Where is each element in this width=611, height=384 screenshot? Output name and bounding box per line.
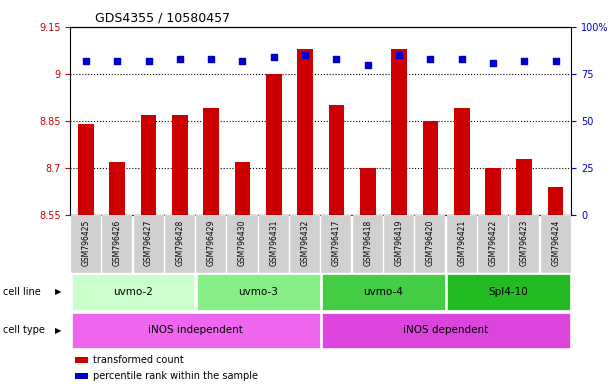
Text: uvmo-4: uvmo-4 <box>364 287 403 297</box>
Bar <box>447 274 570 310</box>
Bar <box>298 49 313 215</box>
Point <box>175 56 185 62</box>
Bar <box>384 215 414 273</box>
Text: cell type: cell type <box>3 325 45 335</box>
Text: GSM796430: GSM796430 <box>238 219 247 266</box>
Point <box>363 61 373 68</box>
Point <box>457 56 467 62</box>
Bar <box>423 121 438 215</box>
Text: Spl4-10: Spl4-10 <box>489 287 529 297</box>
Text: GDS4355 / 10580457: GDS4355 / 10580457 <box>95 12 230 25</box>
Bar <box>322 274 445 310</box>
Point <box>207 56 216 62</box>
Bar <box>71 313 320 348</box>
Bar <box>71 274 194 310</box>
Bar <box>485 168 501 215</box>
Text: GSM796421: GSM796421 <box>457 220 466 266</box>
Text: GSM796419: GSM796419 <box>395 220 403 266</box>
Point <box>269 54 279 60</box>
Text: percentile rank within the sample: percentile rank within the sample <box>93 371 258 381</box>
Point <box>238 58 247 64</box>
Bar <box>196 215 226 273</box>
Bar <box>541 215 571 273</box>
Text: GSM796423: GSM796423 <box>520 220 529 266</box>
Bar <box>134 215 164 273</box>
Text: GSM796431: GSM796431 <box>269 220 278 266</box>
Point <box>300 52 310 58</box>
Bar <box>172 115 188 215</box>
Text: GSM796425: GSM796425 <box>81 220 90 266</box>
Bar <box>197 274 320 310</box>
Text: ▶: ▶ <box>55 287 61 296</box>
Text: iNOS dependent: iNOS dependent <box>403 325 489 335</box>
Point <box>488 60 498 66</box>
Bar <box>290 215 320 273</box>
Text: GSM796428: GSM796428 <box>175 220 185 266</box>
Point <box>551 58 560 64</box>
Text: GSM796418: GSM796418 <box>364 220 372 266</box>
Bar <box>141 115 156 215</box>
Bar <box>391 49 407 215</box>
Point <box>144 58 153 64</box>
Text: uvmo-2: uvmo-2 <box>113 287 153 297</box>
Text: GSM796426: GSM796426 <box>113 220 122 266</box>
Bar <box>447 215 477 273</box>
Bar <box>353 215 382 273</box>
Point <box>394 52 404 58</box>
Bar <box>454 108 469 215</box>
Bar <box>259 215 289 273</box>
Bar <box>516 159 532 215</box>
Bar <box>322 313 570 348</box>
Bar <box>102 215 132 273</box>
Bar <box>109 162 125 215</box>
Point <box>81 58 91 64</box>
Text: GSM796420: GSM796420 <box>426 220 435 266</box>
Bar <box>321 215 351 273</box>
Point <box>519 58 529 64</box>
Text: GSM796424: GSM796424 <box>551 220 560 266</box>
Bar <box>75 357 88 363</box>
Text: GSM796422: GSM796422 <box>489 220 497 266</box>
Bar <box>203 108 219 215</box>
Bar <box>360 168 376 215</box>
Text: ▶: ▶ <box>55 326 61 335</box>
Text: uvmo-3: uvmo-3 <box>238 287 278 297</box>
Bar <box>510 215 540 273</box>
Bar <box>235 162 251 215</box>
Bar <box>548 187 563 215</box>
Bar <box>329 105 344 215</box>
Point <box>332 56 342 62</box>
Bar <box>415 215 445 273</box>
Text: iNOS independent: iNOS independent <box>148 325 243 335</box>
Bar <box>75 372 88 379</box>
Text: cell line: cell line <box>3 287 41 297</box>
Bar <box>227 215 257 273</box>
Text: GSM796417: GSM796417 <box>332 220 341 266</box>
Bar <box>165 215 195 273</box>
Bar <box>266 74 282 215</box>
Text: transformed count: transformed count <box>93 355 183 365</box>
Text: GSM796427: GSM796427 <box>144 220 153 266</box>
Text: GSM796432: GSM796432 <box>301 220 310 266</box>
Bar <box>78 124 93 215</box>
Bar <box>478 215 508 273</box>
Point <box>425 56 435 62</box>
Bar <box>71 215 101 273</box>
Text: GSM796429: GSM796429 <box>207 220 216 266</box>
Point <box>112 58 122 64</box>
